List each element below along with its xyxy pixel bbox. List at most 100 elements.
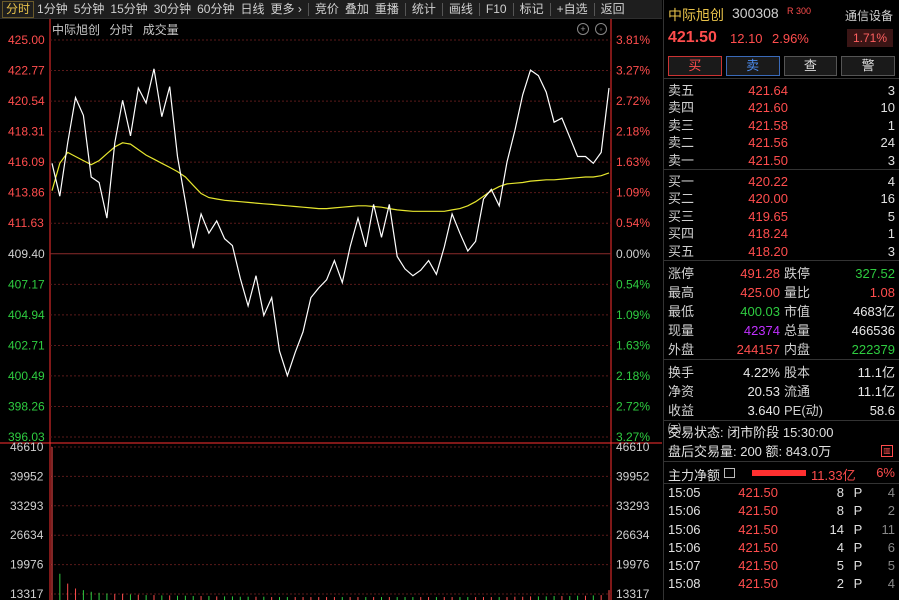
toolbar-item-9[interactable]: 叠加 bbox=[344, 1, 369, 16]
tick-time: 15:06 bbox=[668, 521, 701, 537]
ask-label: 卖二 bbox=[668, 135, 695, 151]
tick-direction: P bbox=[853, 521, 863, 537]
price-tick-label: 407.17 bbox=[8, 277, 45, 291]
ask-label: 卖三 bbox=[668, 117, 695, 133]
chart-icon[interactable]: ▥ bbox=[881, 444, 893, 457]
sell-button[interactable]: 卖 bbox=[725, 56, 780, 76]
tick-list[interactable]: 15:05 421.50 8 P 4 15:06 421.50 8 P 2 15:06 421.50 1… bbox=[664, 482, 899, 594]
ask-row[interactable]: 卖二 421.56 24 bbox=[664, 134, 899, 151]
ask-row[interactable]: 卖三 421.58 1 bbox=[664, 117, 899, 134]
price-tick-label: 413.86 bbox=[8, 186, 45, 200]
stat-label: 净资 bbox=[668, 383, 695, 399]
toolbar-divider bbox=[441, 2, 443, 16]
buy-button[interactable]: 买 bbox=[668, 56, 722, 76]
volume-tick-label-right: 13317 bbox=[616, 587, 650, 600]
stat-label: 现量 bbox=[668, 322, 695, 338]
add-indicator-icon[interactable]: + bbox=[577, 23, 589, 35]
toolbar-item-7[interactable]: 更多 › bbox=[270, 1, 302, 16]
ask-volume: 3 bbox=[887, 152, 895, 168]
average-price-line bbox=[51, 142, 610, 212]
alert-button[interactable]: 警 bbox=[841, 56, 895, 76]
main-flow-value: 11.33亿 bbox=[811, 467, 856, 483]
ask-price: 421.64 bbox=[748, 83, 788, 98]
toolbar-item-8[interactable]: 竞价 bbox=[314, 1, 339, 16]
tick-direction: P bbox=[853, 484, 863, 500]
volume-tick-label: 19976 bbox=[10, 558, 44, 572]
toolbar-divider bbox=[549, 2, 551, 16]
sector-link[interactable]: 通信设备 bbox=[844, 9, 893, 23]
toolbar-item-15[interactable]: +自选 bbox=[556, 1, 588, 16]
ask-row[interactable]: 卖一 421.50 3 bbox=[664, 152, 899, 169]
toolbar-item-6[interactable]: 日线 bbox=[240, 1, 265, 16]
pct-tick-label: 0.54% bbox=[616, 216, 650, 230]
toolbar-item-13[interactable]: F10 bbox=[485, 1, 507, 16]
toolbar-divider bbox=[593, 2, 595, 16]
volume-tick-label: 33293 bbox=[10, 499, 44, 513]
tick-price: 421.50 bbox=[738, 484, 778, 500]
stat-value: 11.1亿 bbox=[857, 364, 895, 380]
price-tick-label: 416.09 bbox=[8, 155, 45, 169]
bid-volume: 16 bbox=[880, 191, 895, 207]
intraday-chart[interactable]: 425.00 3.81% 422.77 3.27% 420.54 2.72% 418.31 2… bbox=[0, 19, 662, 600]
toolbar-divider bbox=[404, 2, 406, 16]
price-tick-label: 396.03 bbox=[8, 430, 45, 444]
toolbar-item-11[interactable]: 统计 bbox=[411, 1, 436, 16]
tick-time: 15:07 bbox=[668, 558, 701, 574]
toolbar-item-5[interactable]: 60分钟 bbox=[197, 1, 235, 16]
stat-value: 425.00 bbox=[740, 284, 780, 300]
list-icon[interactable] bbox=[724, 467, 735, 478]
period-toolbar: 分时 1分钟 5分钟 15分钟 30分钟 60分钟 日线 更多 › 竞价 叠加 重播 统计 画线 F10 标… bbox=[0, 0, 662, 19]
pct-tick-label: 2.72% bbox=[616, 399, 650, 413]
bid-row[interactable]: 买二 420.00 16 bbox=[664, 190, 899, 207]
toolbar-item-16[interactable]: 返回 bbox=[600, 1, 625, 16]
stock-name[interactable]: 中际旭创 bbox=[668, 7, 724, 23]
pct-tick-label: 0.54% bbox=[616, 277, 650, 291]
settings-icon[interactable]: ◦ bbox=[595, 23, 607, 35]
bid-label: 买一 bbox=[668, 173, 695, 189]
pct-tick-label: 2.72% bbox=[616, 94, 650, 108]
toolbar-item-0[interactable]: 分时 bbox=[2, 0, 35, 18]
tick-count: 6 bbox=[887, 539, 895, 555]
tick-direction: P bbox=[853, 503, 863, 519]
toolbar-item-10[interactable]: 重播 bbox=[374, 1, 399, 16]
ask-row[interactable]: 卖五 421.64 3 bbox=[664, 82, 899, 99]
stat-label: 最高 bbox=[668, 284, 695, 300]
sector-change-badge[interactable]: 1.71% bbox=[847, 29, 893, 47]
toolbar-item-2[interactable]: 5分钟 bbox=[73, 1, 105, 16]
ask-volume: 3 bbox=[887, 83, 895, 98]
stat-row: 最低 400.03 市值 4683亿 bbox=[664, 302, 899, 321]
ask-volume: 10 bbox=[880, 100, 895, 116]
stat-label: PE(动) bbox=[784, 402, 824, 418]
price-change-pct: 2.96% bbox=[772, 31, 809, 46]
stat-value: 466536 bbox=[851, 322, 895, 338]
pct-tick-label: 1.63% bbox=[616, 338, 650, 352]
toolbar-item-3[interactable]: 15分钟 bbox=[110, 1, 148, 16]
bid-label: 买二 bbox=[668, 191, 695, 207]
chart-mode: 分时 bbox=[109, 23, 134, 37]
bid-price: 420.00 bbox=[748, 191, 788, 207]
price-tick-label: 418.31 bbox=[8, 125, 45, 139]
price-tick-label: 402.71 bbox=[8, 338, 45, 352]
bid-volume: 4 bbox=[887, 173, 895, 189]
toolbar-item-14[interactable]: 标记 bbox=[519, 1, 544, 16]
bid-price: 418.24 bbox=[748, 226, 788, 242]
stat-label: 最低 bbox=[668, 303, 695, 319]
bid-row[interactable]: 买五 418.20 3 bbox=[664, 243, 899, 260]
tick-count: 4 bbox=[887, 576, 895, 592]
bid-row[interactable]: 买一 420.22 4 bbox=[664, 173, 899, 190]
query-button[interactable]: 查 bbox=[783, 56, 838, 76]
stat-row: 现量 42374 总量 466536 bbox=[664, 321, 899, 340]
bid-row[interactable]: 买三 419.65 5 bbox=[664, 208, 899, 225]
toolbar-item-1[interactable]: 1分钟 bbox=[37, 1, 68, 16]
price-tick-label: 422.77 bbox=[8, 64, 45, 78]
toolbar-item-4[interactable]: 30分钟 bbox=[153, 1, 192, 16]
bid-row[interactable]: 买四 418.24 1 bbox=[664, 225, 899, 242]
stock-header: 中际旭创 300308 R 300 通信设备 bbox=[664, 0, 899, 25]
stat-value: 58.6 bbox=[869, 402, 895, 418]
bid-label: 买三 bbox=[668, 208, 695, 224]
ask-volume: 1 bbox=[887, 117, 895, 133]
chart-canvas[interactable]: 425.00 3.81% 422.77 3.27% 420.54 2.72% 418.31 2… bbox=[0, 19, 662, 600]
main-flow-pct: 6% bbox=[876, 464, 895, 480]
ask-row[interactable]: 卖四 421.60 10 bbox=[664, 99, 899, 116]
toolbar-item-12[interactable]: 画线 bbox=[448, 1, 473, 16]
